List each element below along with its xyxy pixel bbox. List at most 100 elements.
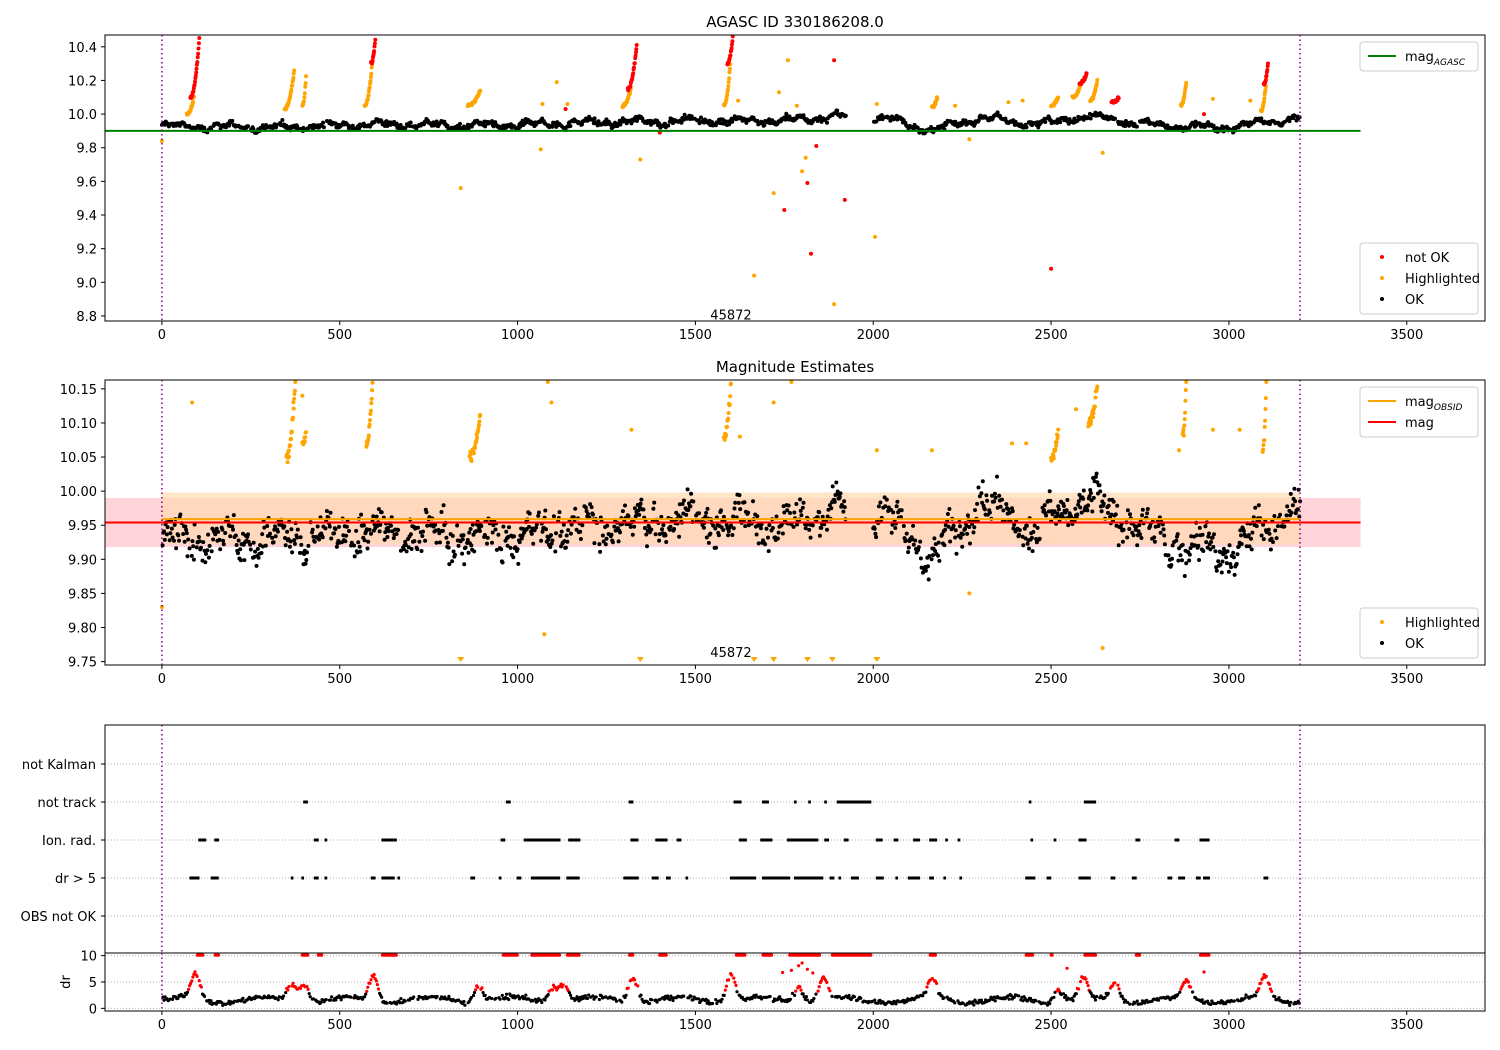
not-ok-point xyxy=(193,73,198,78)
ok-point xyxy=(1093,474,1098,479)
ok-point xyxy=(287,544,292,549)
dr-ok-point xyxy=(689,994,693,998)
ok-point xyxy=(1254,524,1259,529)
flag-marker xyxy=(844,838,847,842)
dr-not-ok-point xyxy=(828,989,832,993)
dr-ok-point xyxy=(1133,1001,1137,1005)
dr-not-ok-point xyxy=(925,985,929,989)
flag-marker xyxy=(1086,800,1088,804)
ok-point xyxy=(987,510,992,515)
y-axis-label: dr xyxy=(59,975,74,989)
flag-marker xyxy=(830,876,833,880)
dr-ok-point xyxy=(971,1000,975,1004)
dr-ok-point xyxy=(185,990,190,995)
ok-point xyxy=(255,546,260,551)
flag-marker xyxy=(571,876,574,880)
ok-point xyxy=(382,537,387,542)
dr-ok-point xyxy=(1289,1000,1293,1004)
ok-point xyxy=(315,524,320,529)
highlighted-point xyxy=(953,103,958,108)
ok-point xyxy=(304,558,309,562)
ok-point xyxy=(1055,120,1060,125)
flag-marker xyxy=(733,800,736,804)
dr-ok-point xyxy=(483,993,487,998)
ok-point xyxy=(841,509,846,514)
legend-dot-swatch xyxy=(1380,297,1384,301)
ok-point xyxy=(686,508,691,512)
ok-point xyxy=(554,531,558,536)
flag-marker xyxy=(1201,838,1204,842)
ok-point xyxy=(403,126,408,131)
ok-point xyxy=(737,493,742,498)
ok-point xyxy=(263,543,268,548)
ok-point xyxy=(913,538,918,543)
dr-ok-point xyxy=(916,995,921,999)
dr-ok-point xyxy=(380,995,384,999)
dr-not-ok-point xyxy=(723,988,727,992)
dr-capped-point xyxy=(743,953,747,957)
dr-ok-point xyxy=(1043,1001,1047,1005)
not-ok-point xyxy=(730,35,735,39)
flag-marker xyxy=(537,838,540,842)
ok-point xyxy=(236,538,241,543)
legend-label: magAGASC xyxy=(1405,50,1466,68)
ok-point xyxy=(1276,524,1280,529)
highlighted-point xyxy=(292,388,297,393)
flag-marker xyxy=(211,876,214,880)
flag-marker xyxy=(773,876,776,880)
flag-marker xyxy=(531,876,534,880)
dr-ok-point xyxy=(876,1001,880,1005)
flag-marker xyxy=(776,876,779,880)
dr-not-ok-point xyxy=(564,985,568,989)
ok-point xyxy=(214,526,219,531)
highlighted-point xyxy=(1183,388,1188,392)
ok-point xyxy=(233,533,238,538)
flag-marker xyxy=(552,838,555,842)
ok-point xyxy=(485,535,490,540)
ok-point xyxy=(536,510,541,515)
legend-box xyxy=(1359,386,1479,438)
ok-point xyxy=(1031,530,1036,534)
flag-marker xyxy=(1088,876,1090,880)
ok-point xyxy=(899,508,904,513)
flag-marker xyxy=(1080,876,1083,880)
ok-point xyxy=(558,533,563,538)
flag-marker xyxy=(744,838,746,842)
dr-ok-point xyxy=(399,997,403,1001)
flag-marker xyxy=(880,876,882,880)
flag-marker xyxy=(761,876,764,880)
highlighted-point xyxy=(967,137,972,142)
dr-not-ok-point xyxy=(1116,983,1120,987)
flag-marker xyxy=(195,876,198,880)
ok-point xyxy=(807,527,812,532)
ok-point xyxy=(455,523,460,528)
ok-point xyxy=(731,514,736,519)
flag-marker xyxy=(498,876,501,880)
dr-ok-point xyxy=(1048,1002,1052,1006)
ok-point xyxy=(953,119,958,124)
flag-marker xyxy=(1199,876,1201,880)
y-tick-label: 9.2 xyxy=(76,243,97,258)
ok-point xyxy=(1012,122,1017,127)
flag-marker xyxy=(826,838,828,842)
ok-point xyxy=(546,537,551,542)
ok-point xyxy=(310,527,315,532)
dr-ok-point xyxy=(543,998,547,1002)
ok-point xyxy=(1140,507,1145,512)
dr-ok-point xyxy=(1074,992,1078,996)
ok-point xyxy=(337,524,341,529)
dr-ok-point xyxy=(209,999,213,1003)
flag-marker xyxy=(630,876,633,880)
flag-marker xyxy=(957,838,960,842)
ok-point xyxy=(553,549,558,554)
flag-marker xyxy=(736,876,738,880)
dr-not-ok-point xyxy=(1179,987,1183,991)
not-ok-point xyxy=(814,144,819,148)
dr-ok-point xyxy=(710,1001,715,1006)
flag-marker xyxy=(658,838,661,842)
ok-point xyxy=(906,550,911,555)
flag-marker xyxy=(762,838,764,842)
flag-marker xyxy=(771,876,774,880)
dr-ok-point xyxy=(1297,1001,1301,1005)
dr-capped-point xyxy=(664,953,668,957)
